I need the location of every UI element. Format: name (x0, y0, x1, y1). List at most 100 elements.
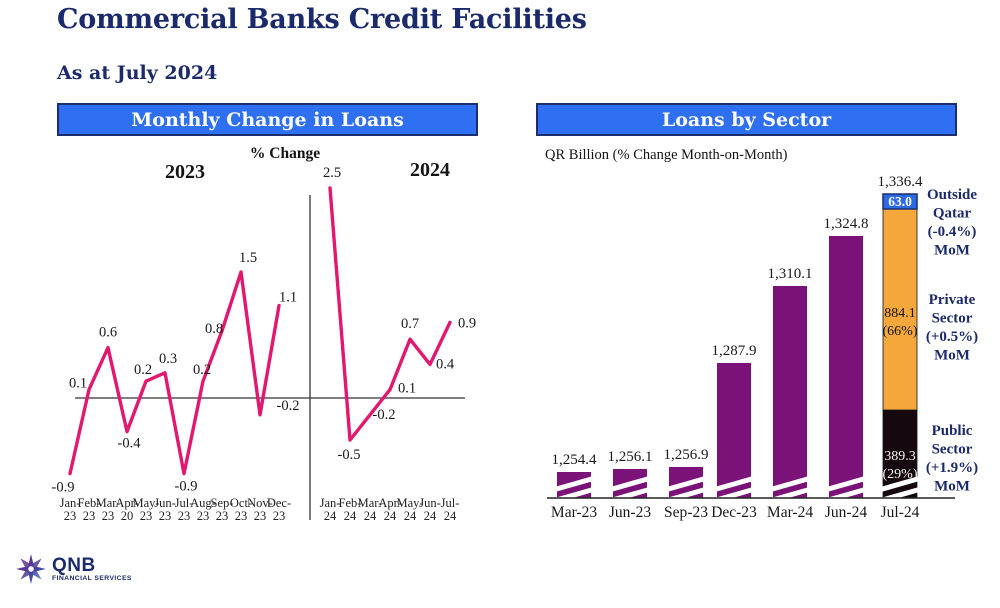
point-label: 0.3 (159, 351, 177, 367)
bar-Mar-24 (773, 286, 807, 498)
point-label: 0.2 (134, 362, 152, 378)
x-tick-label: Apr-20 (115, 496, 138, 523)
bar-Jun-24 (829, 236, 863, 498)
bar-category-label: Sep-23 (664, 504, 708, 521)
right-chart-title: Loans by Sector (661, 108, 832, 131)
x-tick-label: Jul-24 (441, 496, 460, 523)
point-label: 0.9 (458, 315, 476, 331)
bar-value-label: 1,256.1 (608, 449, 653, 465)
qnb-star-icon (16, 554, 46, 584)
bar-category-label: Dec-23 (711, 504, 757, 521)
point-label: -0.5 (338, 447, 361, 463)
line-series-2024 (328, 186, 452, 442)
axis-break-mark (768, 486, 812, 504)
bar-category-label: Jul-24 (881, 504, 920, 521)
sector-annotation-line: Sector (932, 442, 973, 458)
page-title: Commercial Banks Credit Facilities (57, 4, 587, 35)
x-tick-label: Aug-23 (190, 496, 216, 523)
as-at-date: As at July 2024 (57, 62, 218, 84)
qnb-logo-text: QNB FINANCIAL SERVICES (52, 554, 132, 582)
point-label: 1.1 (279, 290, 297, 306)
axis-break-mark (712, 486, 756, 504)
axis-break-mark (824, 475, 868, 493)
year-label-2024: 2024 (410, 159, 450, 181)
sector-annotation-line: (+0.5%) (926, 329, 978, 345)
sector-annotation-line: (+1.9%) (926, 460, 978, 476)
axis-break-mark (608, 486, 652, 504)
point-label: -0.9 (52, 480, 75, 496)
sector-annotation-line: Private (929, 292, 976, 308)
bar-category-label: Jun-24 (825, 504, 867, 521)
right-chart-header: Loans by Sector (536, 103, 957, 136)
axis-break-mark (878, 475, 922, 493)
segment-private-sector (882, 208, 918, 411)
bar-category-label: Mar-23 (551, 504, 597, 521)
point-label: 0.8 (205, 321, 223, 337)
sector-annotation-line: MoM (934, 348, 970, 364)
year-label-2023: 2023 (165, 161, 205, 183)
bar-value-label: 1,336.4 (878, 174, 924, 190)
axis-break-mark (608, 475, 652, 493)
point-label: 0.4 (436, 356, 455, 372)
qnb-logo-tagline: FINANCIAL SERVICES (52, 574, 132, 582)
axis-break-mark (712, 475, 756, 493)
left-chart-title: Monthly Change in Loans (131, 108, 404, 131)
point-label: -0.9 (175, 479, 198, 495)
right-chart-subtitle: QR Billion (% Change Month-on-Month) (545, 147, 788, 163)
sector-annotation-line: Qatar (933, 206, 972, 222)
x-tick-label: May-23 (132, 496, 159, 523)
point-label: 0.7 (401, 316, 419, 332)
x-tick-label: Jan-24 (320, 496, 341, 523)
sector-annotation-line: Outside (927, 187, 977, 203)
line-series-2023 (68, 270, 281, 476)
monthly-change-line-chart: -0.9 0.1 0.6 -0.4 0.2 0.3 -0.9 0.2 0.8 1.5 -0.2 1.1… (52, 165, 477, 523)
point-label: 2.5 (323, 165, 341, 181)
x-tick-label: Apr-24 (378, 496, 401, 523)
sector-annotation-line: (-0.4%) (928, 224, 977, 240)
x-tick-label: Mar-23 (96, 496, 121, 523)
x-tick-label: Feb-23 (78, 496, 101, 523)
segment-value-label: 884.1 (884, 306, 916, 321)
bar-value-label: 1,324.8 (824, 216, 869, 232)
sector-annotation-line: Public (932, 423, 973, 439)
qnb-logo-name: QNB (52, 554, 96, 576)
x-tick-label: Jun-23 (154, 496, 176, 523)
qnb-logo: QNB FINANCIAL SERVICES (16, 554, 132, 584)
point-label: 1.5 (239, 250, 257, 266)
segment-outside-qatar (882, 193, 918, 210)
bar-value-label: 1,310.1 (768, 266, 813, 282)
axis-break-mark (664, 475, 708, 493)
bar-category-label: Mar-24 (767, 504, 813, 521)
bar-Dec-23 (717, 363, 751, 498)
bar-category-label: Jun-23 (609, 504, 651, 521)
point-label: -0.2 (277, 398, 300, 414)
sector-annotation-line: MoM (934, 479, 970, 495)
left-chart-ylabel: % Change (249, 145, 321, 162)
x-tick-label: Sep-23 (211, 496, 234, 523)
x-tick-label: Oct-23 (230, 496, 252, 523)
x-tick-label: Feb-24 (339, 496, 362, 523)
axis-break-mark (664, 486, 708, 504)
x-tick-label: Jul-23 (175, 496, 194, 523)
axis-break-mark (824, 486, 868, 504)
point-label: -0.4 (118, 436, 142, 452)
segment-value-label: 63.0 (888, 194, 912, 209)
point-label: 0.1 (69, 376, 87, 392)
bar-value-label: 1,254.4 (552, 452, 598, 468)
x-tick-label: Jun-24 (419, 496, 441, 523)
x-tick-label: Dec-23 (267, 496, 291, 523)
bar-value-label: 1,256.9 (664, 447, 709, 463)
segment-pct-label: (29%) (883, 467, 918, 482)
x-tick-label: May-24 (396, 496, 423, 523)
axis-break-mark (552, 475, 596, 493)
left-chart-header: Monthly Change in Loans (57, 103, 478, 136)
axis-break-mark (878, 486, 922, 504)
axis-break-mark (768, 475, 812, 493)
point-label: 0.1 (398, 381, 416, 397)
axis-break-mark (552, 486, 596, 504)
x-tick-label: Jan-23 (60, 496, 81, 523)
bar-value-label: 1,287.9 (712, 343, 757, 359)
x-tick-label: Mar-24 (358, 496, 383, 523)
segment-value-label: 389.3 (884, 449, 916, 464)
